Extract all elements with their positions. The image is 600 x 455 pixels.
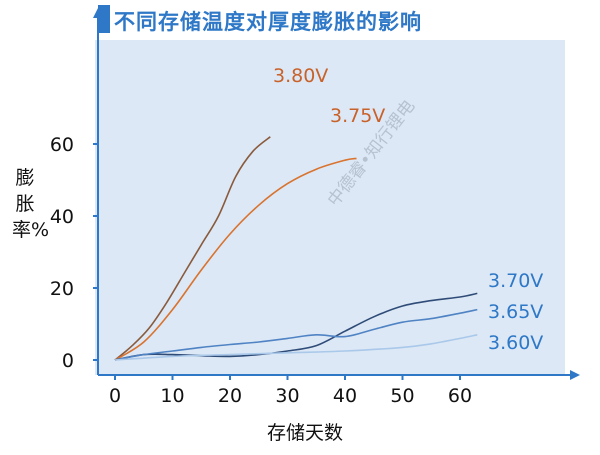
x-tick-label: 60: [448, 385, 472, 407]
series-line-3-70v: [114, 292, 478, 361]
y-tick-label: 0: [62, 350, 74, 372]
series-line-3-60v: [114, 334, 478, 361]
x-axis-label: 存储天数: [266, 422, 343, 444]
series-line-3-75v: [114, 157, 357, 361]
y-axis-label: 膨胀率%: [12, 167, 50, 241]
series-line-3-65v: [114, 308, 478, 361]
x-axis-arrow: [570, 370, 580, 380]
y-tick-label: 20: [50, 278, 74, 300]
series-label: 3.65V: [488, 301, 543, 323]
y-axis-arrow: [93, 8, 103, 18]
x-tick-label: 50: [390, 385, 414, 407]
x-tick-label: 10: [160, 385, 184, 407]
series-label: 3.70V: [488, 270, 543, 292]
plot-background: [95, 40, 565, 375]
title-accent-bar: [98, 5, 110, 33]
y-tick-label: 40: [50, 206, 74, 228]
x-tick-label: 0: [109, 385, 121, 407]
x-tick-label: 40: [333, 385, 357, 407]
x-tick-label: 20: [218, 385, 242, 407]
series-line-3-80v: [114, 136, 271, 361]
y-tick-label: 60: [50, 134, 74, 156]
series-label: 3.75V: [330, 105, 385, 127]
series-label: 3.80V: [273, 65, 328, 87]
chart-title: 不同存储温度对厚度膨胀的影响: [114, 10, 422, 34]
series-label: 3.60V: [488, 332, 543, 354]
x-tick-label: 30: [275, 385, 299, 407]
